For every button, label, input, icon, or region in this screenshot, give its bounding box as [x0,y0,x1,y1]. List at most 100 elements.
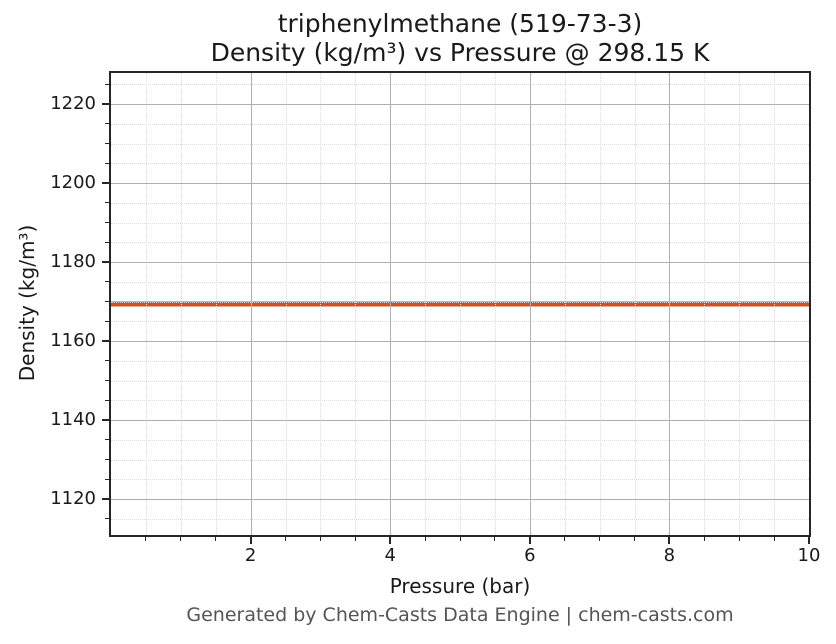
y-minor-tick [105,222,109,224]
y-minor-tick [105,439,109,441]
x-minor-tick [145,537,147,541]
chart-title-block: triphenylmethane (519-73-3) Density (kg/… [109,9,811,67]
x-major-tick [668,537,671,544]
y-gridline-minor [111,123,809,125]
y-tick-label: 1180 [50,251,96,273]
x-major-tick [389,537,392,544]
y-major-tick [102,182,109,185]
x-minor-tick [599,537,601,541]
y-gridline-minor [111,400,809,402]
x-minor-tick [564,537,566,541]
y-gridline-minor [111,321,809,323]
x-minor-tick [285,537,286,541]
y-major-tick [102,340,109,343]
y-gridline-minor [111,301,809,303]
y-gridline-minor [111,459,809,461]
x-minor-tick [354,537,356,541]
x-gridline-major [529,73,531,535]
x-gridline-minor [564,73,566,535]
y-tick-label: 1220 [50,93,96,115]
x-minor-tick [703,537,705,541]
x-tick-label: 4 [384,545,396,566]
x-major-tick [808,537,810,544]
y-gridline-major [111,341,809,343]
y-minor-tick [105,360,109,362]
x-gridline-minor [739,73,741,535]
chart-title: triphenylmethane (519-73-3) [277,9,643,38]
x-gridline-minor [774,73,776,535]
x-gridline-major [390,73,392,535]
x-gridline-minor [355,73,357,535]
y-gridline-minor [111,518,809,520]
y-minor-tick [105,83,109,85]
y-minor-tick [105,518,109,520]
x-minor-tick [215,537,217,541]
y-minor-tick [105,162,109,164]
y-gridline-major [111,183,809,185]
y-tick-label: 1120 [50,488,96,510]
y-gridline-minor [111,360,809,362]
x-gridline-minor [320,73,322,535]
y-tick-label: 1160 [50,330,96,352]
y-minor-tick [105,301,109,303]
x-tick-label: 10 [797,545,821,566]
x-minor-tick [773,537,775,541]
x-gridline-major [669,73,671,535]
footer-credit: Generated by Chem-Casts Data Engine | ch… [186,604,734,626]
y-minor-tick [105,478,109,480]
y-gridline-minor [111,281,809,283]
y-gridline-minor [111,202,809,204]
y-gridline-minor [111,439,809,441]
y-gridline-major [111,104,809,106]
x-gridline-minor [285,73,287,535]
y-major-tick [102,419,109,422]
x-gridline-minor [425,73,427,535]
x-gridline-minor [215,73,217,535]
y-minor-tick [105,399,109,401]
x-minor-tick [634,537,635,541]
y-gridline-major [111,420,809,422]
y-tick-label: 1200 [50,172,96,194]
x-major-tick [528,537,531,544]
y-gridline-major [111,499,809,501]
y-minor-tick [105,143,109,145]
y-gridline-major [111,262,809,264]
x-minor-tick [424,537,426,541]
y-gridline-minor [111,84,809,86]
y-gridline-minor [111,479,809,481]
y-minor-tick [105,202,109,204]
x-minor-tick [180,537,182,541]
y-minor-tick [105,241,109,243]
y-gridline-minor [111,143,809,145]
x-gridline-minor [599,73,601,535]
y-minor-tick [105,380,109,382]
y-major-tick [102,261,109,264]
x-minor-tick [319,537,321,541]
x-gridline-minor [460,73,461,535]
y-tick-label: 1140 [50,409,96,431]
x-minor-tick [738,537,740,541]
plot-area: 2 4 6 8 10 1120 1140 1160 1180 1200 1220 [50,71,820,566]
y-minor-tick [105,459,109,461]
x-tick-label: 6 [524,545,536,566]
x-axis-label: Pressure (bar) [389,574,531,598]
x-minor-tick [494,537,496,541]
x-minor-tick [459,537,461,541]
x-gridline-minor [180,73,182,535]
x-gridline-minor [145,73,147,535]
x-tick-label: 2 [244,545,257,566]
y-gridline-minor [111,380,809,382]
x-gridline-major [250,73,252,535]
x-gridline-minor [494,73,496,535]
y-gridline-minor [111,163,809,165]
y-gridline-minor [111,242,809,244]
y-minor-tick [105,281,109,283]
y-minor-tick [105,320,109,322]
y-major-tick [102,498,109,501]
y-minor-tick [105,123,109,125]
plot-grid-layer [111,73,809,535]
y-axis-label: Density (kg/m³) [15,224,39,382]
x-tick-label: 8 [663,545,676,566]
x-gridline-minor [634,73,636,535]
